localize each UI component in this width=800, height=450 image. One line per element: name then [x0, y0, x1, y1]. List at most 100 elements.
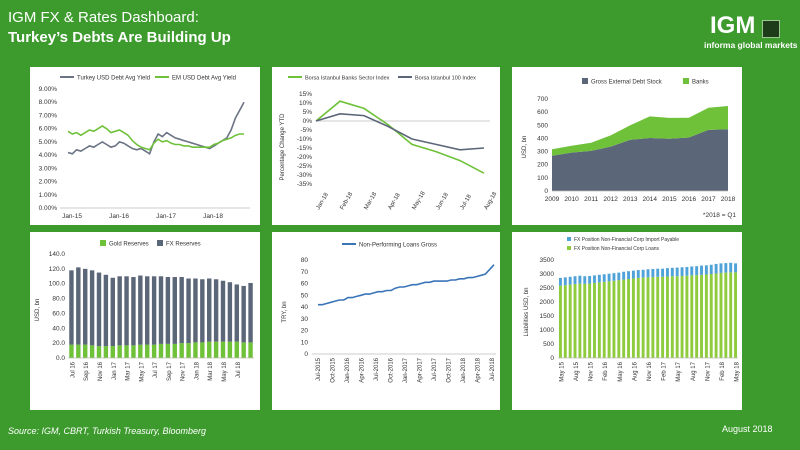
bar-import-payable: [675, 267, 679, 277]
bar-corp-loans: [685, 275, 689, 358]
bar-fx-reserves: [248, 282, 253, 343]
bar-corp-loans: [617, 280, 621, 358]
bar-import-payable: [646, 269, 650, 278]
bar-corp-loans: [724, 272, 728, 358]
y-axis-label: USD, bn: [522, 136, 528, 159]
bar-import-payable: [714, 263, 718, 274]
bar-gold-reserves: [213, 341, 219, 358]
x-tick-label: May 17: [676, 361, 682, 381]
x-tick-label: Apr-2018: [476, 357, 482, 382]
y-tick-label: 20: [301, 328, 309, 335]
bar-corp-loans: [597, 282, 601, 358]
bar-import-payable: [568, 276, 572, 285]
legend-label: FX Reserves: [166, 242, 201, 248]
legend-label: Non-Performing Loans Gross: [359, 243, 437, 249]
y-axis-label: TRY, bn: [282, 301, 288, 322]
bar-import-payable: [617, 272, 621, 281]
bar-fx-reserves: [110, 277, 115, 347]
bar-fx-reserves: [117, 276, 122, 346]
y-tick-label: 80.0: [52, 296, 65, 303]
x-tick-label: Jan-17: [156, 213, 176, 220]
y-tick-label: 0: [550, 355, 554, 362]
bar-fx-reserves: [241, 285, 246, 343]
x-tick-label: Aug 15: [574, 361, 580, 381]
y-tick-label: 0: [304, 351, 308, 358]
legend-swatch: [567, 246, 571, 250]
bar-import-payable: [563, 277, 567, 286]
bar-corp-loans: [690, 275, 694, 358]
bar-fx-reserves: [69, 270, 74, 345]
area-banks: [552, 105, 728, 156]
bar-corp-loans: [588, 283, 592, 358]
bar-import-payable: [734, 263, 738, 273]
y-tick-label: 1500: [540, 313, 555, 320]
bar-gold-reserves: [241, 342, 246, 358]
bar-gold-reserves: [145, 344, 150, 358]
logo-box-icon: [762, 20, 780, 38]
x-tick-label: May 16: [618, 361, 624, 381]
bar-fx-reserves: [89, 270, 95, 346]
x-tick-label: Jan 18: [194, 361, 200, 380]
bar-fx-reserves: [124, 276, 129, 346]
bar-import-payable: [709, 264, 713, 274]
bar-import-payable: [700, 265, 703, 275]
x-tick-label: Jan 17: [112, 361, 118, 380]
y-tick-label: -15%: [297, 145, 312, 152]
bar-fx-reserves: [165, 277, 171, 344]
bar-import-payable: [680, 267, 684, 276]
bar-import-payable: [704, 265, 708, 275]
series-line-0: [315, 100, 485, 174]
x-tick-label: Feb-18: [340, 191, 355, 211]
bar-import-payable: [661, 268, 665, 277]
y-tick-label: 0: [544, 188, 548, 195]
bar-gold-reserves: [138, 344, 143, 358]
series-line-1: [67, 125, 244, 151]
bar-gold-reserves: [151, 344, 157, 358]
x-tick-label: Nov 16: [647, 361, 653, 381]
series-line-1: [315, 112, 485, 151]
y-tick-label: 5%: [303, 109, 313, 116]
bar-import-payable: [656, 268, 660, 277]
legend-label: FX Position Non-Financial Corp Import Pa…: [574, 237, 679, 243]
bar-import-payable: [607, 273, 611, 282]
y-tick-label: 200: [537, 162, 548, 169]
y-tick-label: 700: [537, 96, 548, 103]
x-tick-label: 2012: [603, 196, 618, 203]
chart-borsa: Borsa Istanbul Banks Sector Index Borsa I…: [280, 76, 499, 212]
bar-corp-loans: [593, 282, 596, 358]
x-tick-label: Oct-2017: [447, 357, 453, 382]
y-tick-label: 7.00%: [39, 112, 58, 119]
y-tick-label: 500: [543, 341, 554, 348]
bar-corp-loans: [700, 274, 703, 358]
bar-corp-loans: [573, 284, 577, 358]
x-tick-label: Mar 17: [126, 361, 132, 380]
y-tick-label: 3500: [540, 257, 555, 264]
bar-import-payable: [573, 276, 577, 285]
source-note: Source: IGM, CBRT, Turkish Treasury, Blo…: [8, 426, 207, 436]
chart-panel-yields: Turkey USD Debt Avg Yield EM USD Debt Avg…: [30, 67, 260, 225]
legend-label: Turkey USD Debt Avg Yield: [77, 76, 150, 82]
bar-fx-reserves: [179, 277, 184, 344]
bar-fx-reserves: [158, 276, 164, 344]
bar-import-payable: [631, 270, 635, 279]
x-tick-label: Apr-2017: [418, 357, 424, 382]
x-tick-label: 2010: [564, 196, 579, 203]
y-tick-label: 3000: [540, 271, 555, 278]
x-tick-label: 2018: [721, 196, 736, 203]
bar-corp-loans: [656, 276, 660, 358]
bar-gold-reserves: [165, 343, 171, 358]
bar-corp-loans: [729, 272, 733, 358]
bar-corp-loans: [714, 273, 718, 358]
bar-gold-reserves: [193, 342, 198, 358]
bar-import-payable: [612, 273, 616, 281]
chart-yields: Turkey USD Debt Avg Yield EM USD Debt Avg…: [39, 76, 250, 220]
y-tick-label: -10%: [297, 136, 312, 143]
x-tick-label: Aug 17: [691, 361, 697, 381]
x-tick-label: Jan-15: [62, 213, 82, 220]
y-tick-label: 120.0: [49, 266, 66, 273]
x-tick-label: Mar-18: [364, 191, 379, 211]
y-tick-label: 600: [537, 109, 548, 116]
bar-gold-reserves: [186, 343, 191, 358]
y-tick-label: 500: [537, 122, 548, 129]
x-tick-label: Oct-2016: [389, 357, 395, 382]
